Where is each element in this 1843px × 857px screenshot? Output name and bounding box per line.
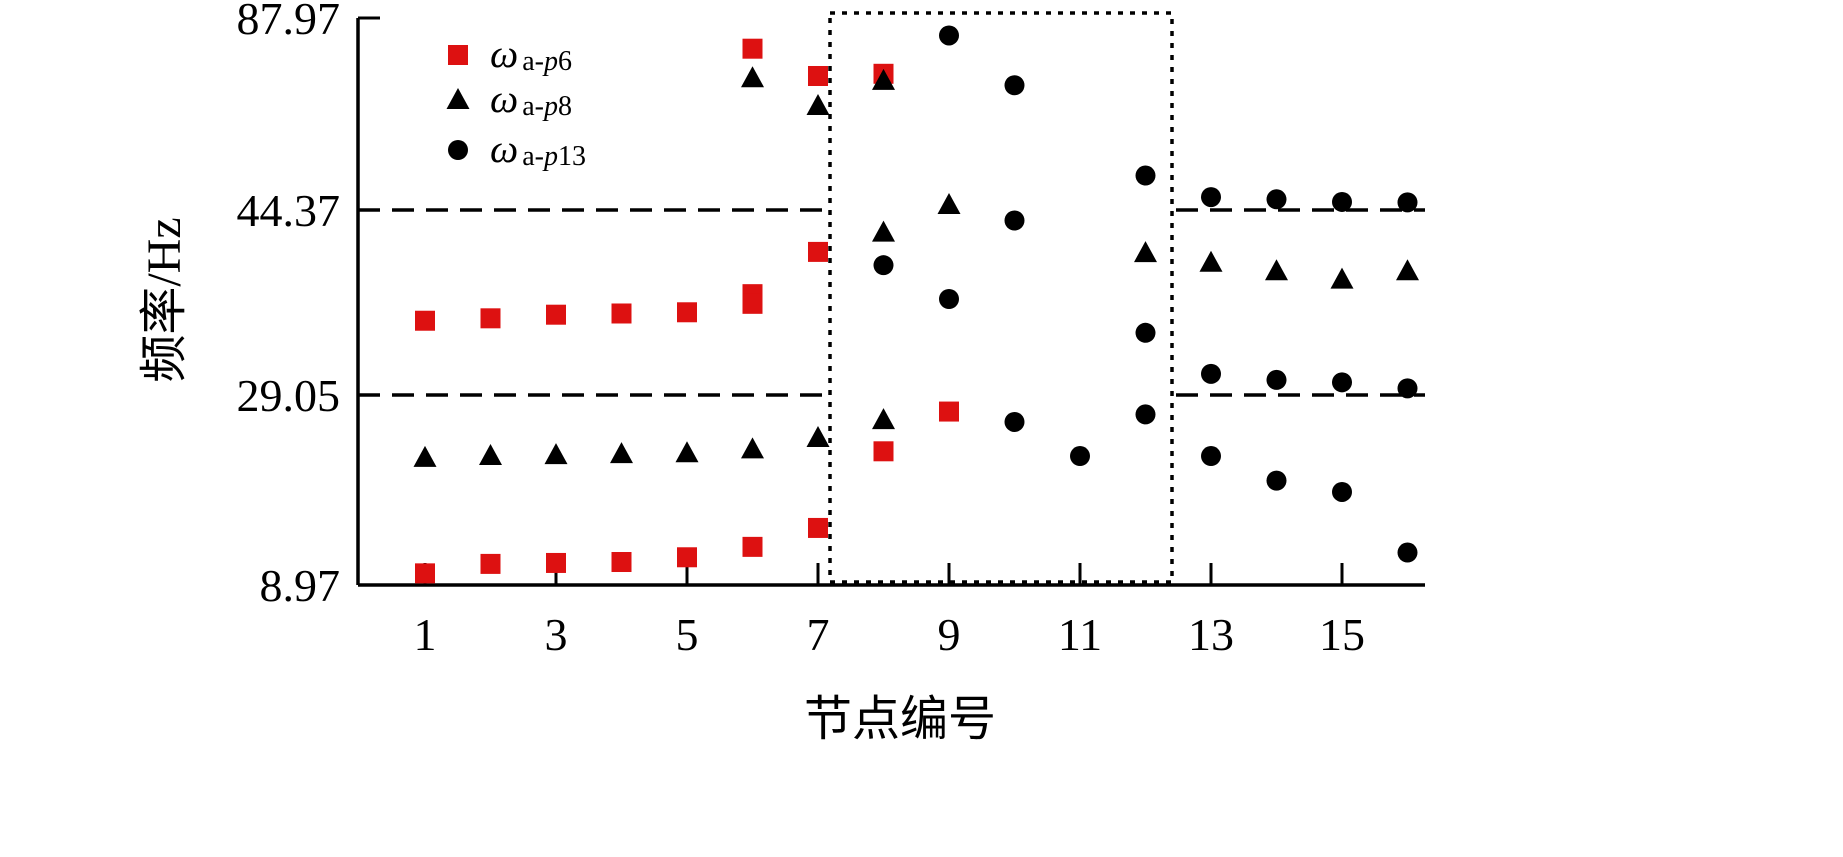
data-point-circle: [1201, 187, 1221, 208]
x-tick-label: 15: [1319, 609, 1365, 660]
data-point-circle: [1135, 404, 1156, 425]
data-point-triangle: [741, 437, 764, 459]
data-point-square: [611, 552, 632, 573]
marks-layer: [413, 25, 1419, 584]
legend: ω a-p6ω a-p8ω a-p13: [446, 31, 586, 172]
data-point-triangle: [413, 445, 437, 467]
x-tick-label: 7: [807, 609, 830, 660]
legend-label: ω a-p13: [490, 126, 586, 172]
data-point-circle: [1266, 369, 1287, 390]
data-point-square: [480, 553, 501, 574]
data-point-triangle: [806, 426, 830, 448]
legend-marker: [448, 140, 468, 160]
data-point-square: [808, 65, 828, 86]
data-point-triangle: [610, 442, 633, 464]
legend-marker: [448, 45, 468, 65]
data-point-circle: [1135, 165, 1156, 186]
legend-label: ω a-p8: [490, 76, 572, 122]
data-point-triangle: [937, 193, 961, 215]
data-point-square: [546, 304, 566, 325]
data-point-square: [415, 563, 435, 584]
data-point-triangle: [1134, 241, 1157, 263]
data-point-triangle: [1199, 250, 1223, 272]
y-tick-label: 87.97: [237, 0, 341, 44]
x-axis-title: 节点编号: [804, 693, 996, 746]
data-point-square: [873, 441, 894, 462]
data-point-square: [677, 302, 697, 323]
x-tick-label: 5: [676, 609, 699, 660]
legend-marker: [446, 88, 470, 109]
data-point-circle: [1004, 210, 1025, 231]
data-point-square: [546, 552, 566, 573]
data-point-circle: [1397, 542, 1418, 563]
data-point-square: [808, 517, 828, 538]
data-point-circle: [1332, 481, 1352, 502]
data-point-circle: [939, 25, 959, 46]
data-point-circle: [1004, 75, 1025, 96]
data-point-square: [677, 547, 697, 568]
x-tick-label: 1: [414, 609, 437, 660]
data-point-square: [742, 536, 763, 557]
data-point-square: [742, 38, 763, 59]
data-point-square: [939, 401, 959, 422]
data-point-triangle: [872, 220, 895, 242]
data-point-triangle: [544, 443, 568, 465]
data-point-square: [480, 308, 501, 329]
x-tick-label: 13: [1188, 609, 1234, 660]
data-point-triangle: [479, 444, 502, 466]
data-point-triangle: [872, 68, 895, 90]
data-point-triangle: [806, 93, 830, 115]
data-point-triangle: [675, 441, 699, 463]
data-point-square: [808, 241, 828, 262]
data-point-square: [415, 310, 435, 331]
y-tick-label: 29.05: [237, 370, 341, 421]
x-tick-label: 9: [938, 609, 961, 660]
data-point-circle: [1332, 191, 1352, 212]
data-point-circle: [1070, 446, 1090, 467]
data-point-triangle: [1330, 267, 1354, 289]
data-point-circle: [1266, 470, 1287, 491]
y-tick-label: 44.37: [237, 185, 341, 236]
data-point-circle: [939, 288, 959, 309]
data-point-circle: [1201, 446, 1221, 467]
data-point-circle: [1397, 192, 1418, 213]
data-point-circle: [1397, 378, 1418, 399]
data-point-square: [742, 293, 763, 314]
data-point-circle: [1004, 411, 1025, 432]
data-point-triangle: [1265, 259, 1288, 281]
data-point-circle: [873, 255, 894, 276]
data-point-triangle: [741, 66, 764, 88]
highlight-region-box: [828, 11, 1174, 584]
y-tick-label: 8.97: [260, 560, 341, 611]
x-tick-label: 11: [1058, 609, 1102, 660]
y-axis-title: 频率/Hz: [138, 217, 191, 382]
data-point-circle: [1332, 372, 1352, 393]
legend-label: ω a-p6: [490, 31, 572, 77]
data-point-triangle: [872, 408, 895, 430]
data-point-triangle: [1396, 259, 1419, 281]
x-tick-label: 3: [545, 609, 568, 660]
data-point-circle: [1135, 322, 1156, 343]
data-point-circle: [1201, 363, 1221, 384]
data-point-square: [611, 303, 632, 324]
data-point-circle: [1266, 189, 1287, 210]
